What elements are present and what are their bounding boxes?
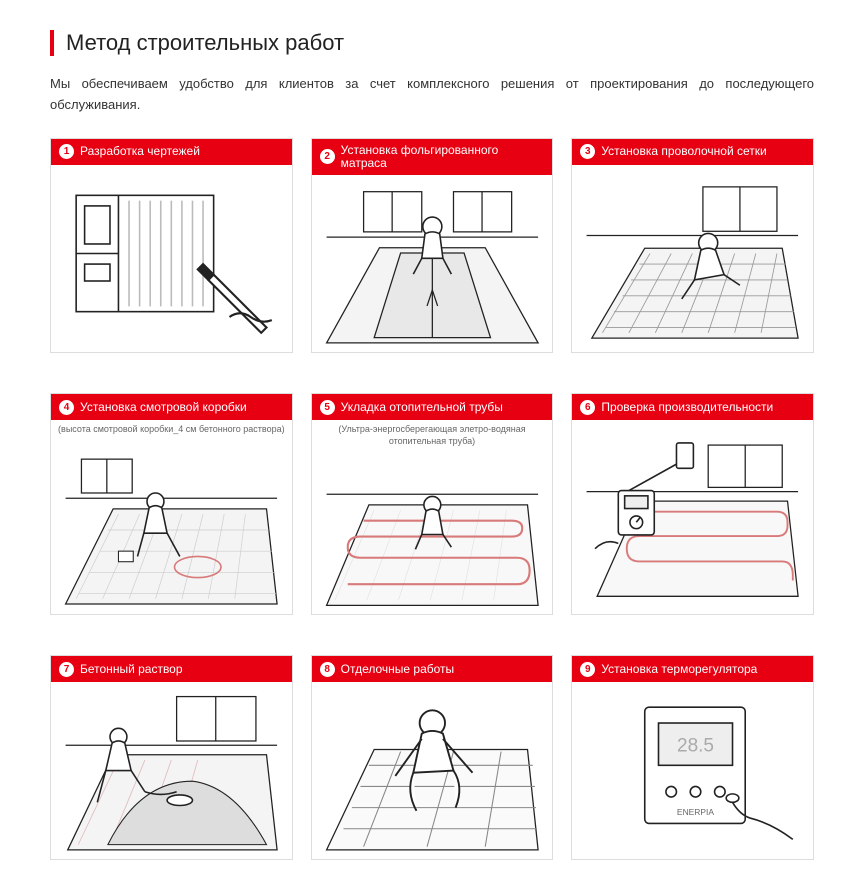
step-illustration-mesh xyxy=(572,165,813,353)
step-card: 8 Отделочные работы xyxy=(311,655,554,860)
step-illustration-finish xyxy=(312,682,553,859)
step-illustration-pipe xyxy=(312,448,553,615)
step-subtitle: (высота смотровой коробки_4 см бетонного… xyxy=(51,420,292,446)
step-label: Установка проволочной сетки xyxy=(601,145,766,158)
step-header: 6 Проверка производительности xyxy=(572,394,813,420)
step-card: 1 Разработка чертежей xyxy=(50,138,293,354)
step-number: 9 xyxy=(580,662,595,677)
step-header: 3 Установка проволочной сетки xyxy=(572,139,813,165)
step-card: 4 Установка смотровой коробки (высота см… xyxy=(50,393,293,615)
page-title: Метод строительных работ xyxy=(66,30,344,56)
title-accent-bar xyxy=(50,30,54,56)
step-header: 7 Бетонный раствор xyxy=(51,656,292,682)
step-label: Отделочные работы xyxy=(341,663,455,676)
svg-text:ENERPIA: ENERPIA xyxy=(677,807,714,817)
step-header: 5 Укладка отопительной трубы xyxy=(312,394,553,420)
step-label: Бетонный раствор xyxy=(80,663,183,676)
step-header: 4 Установка смотровой коробки xyxy=(51,394,292,420)
step-label: Разработка чертежей xyxy=(80,145,200,158)
step-number: 6 xyxy=(580,400,595,415)
step-number: 7 xyxy=(59,662,74,677)
step-label: Проверка производительности xyxy=(601,401,773,414)
step-number: 1 xyxy=(59,144,74,159)
step-card: 7 Бетонный раствор xyxy=(50,655,293,860)
step-number: 5 xyxy=(320,400,335,415)
step-illustration-test xyxy=(572,420,813,614)
step-illustration-concrete xyxy=(51,682,292,859)
step-label: Укладка отопительной трубы xyxy=(341,401,503,414)
step-number: 4 xyxy=(59,400,74,415)
step-subtitle: (Ультра-энергосберегающая элетро-водяная… xyxy=(312,420,553,447)
step-label: Установка смотровой коробки xyxy=(80,401,247,414)
step-header: 1 Разработка чертежей xyxy=(51,139,292,165)
svg-text:28.5: 28.5 xyxy=(677,736,714,757)
step-illustration-foil xyxy=(312,175,553,352)
step-label: Установка терморегулятора xyxy=(601,663,757,676)
step-label: Установка фольгированного матраса xyxy=(341,144,545,170)
step-header: 2 Установка фольгированного матраса xyxy=(312,139,553,175)
step-card: 6 Проверка производительности xyxy=(571,393,814,615)
step-card: 9 Установка терморегулятора 28.5 ENERPIA xyxy=(571,655,814,860)
step-header: 9 Установка терморегулятора xyxy=(572,656,813,682)
step-card: 5 Укладка отопительной трубы (Ультра-эне… xyxy=(311,393,554,615)
step-card: 2 Установка фольгированного матраса xyxy=(311,138,554,354)
step-illustration-box xyxy=(51,446,292,614)
step-card: 3 Установка проволочной сетки xyxy=(571,138,814,354)
step-illustration-drawing xyxy=(51,165,292,353)
step-number: 2 xyxy=(320,149,335,164)
page-title-row: Метод строительных работ xyxy=(50,30,814,56)
step-header: 8 Отделочные работы xyxy=(312,656,553,682)
page-subtitle: Мы обеспечиваем удобство для клиентов за… xyxy=(50,74,814,116)
step-number: 3 xyxy=(580,144,595,159)
step-number: 8 xyxy=(320,662,335,677)
steps-grid: 1 Разработка чертежей xyxy=(50,138,814,861)
step-illustration-thermostat: 28.5 ENERPIA xyxy=(572,682,813,859)
